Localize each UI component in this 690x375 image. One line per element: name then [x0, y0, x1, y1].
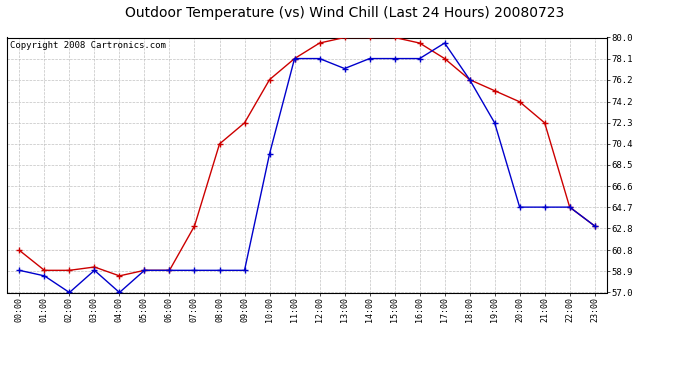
Text: Copyright 2008 Cartronics.com: Copyright 2008 Cartronics.com [10, 41, 166, 50]
Text: Outdoor Temperature (vs) Wind Chill (Last 24 Hours) 20080723: Outdoor Temperature (vs) Wind Chill (Las… [126, 6, 564, 20]
